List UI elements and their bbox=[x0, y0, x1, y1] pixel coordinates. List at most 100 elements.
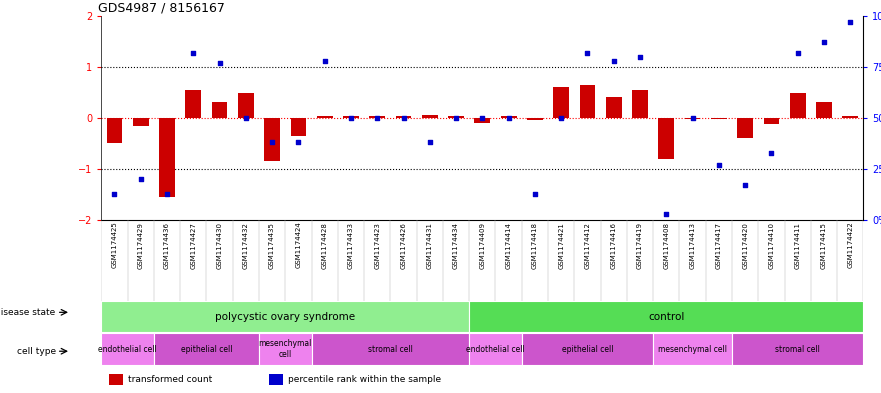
Bar bbox=[396, 116, 411, 118]
Text: endothelial cell: endothelial cell bbox=[98, 345, 157, 354]
Text: GSM1174428: GSM1174428 bbox=[322, 222, 328, 268]
Text: GSM1174436: GSM1174436 bbox=[164, 222, 170, 269]
Text: stromal cell: stromal cell bbox=[368, 345, 413, 354]
Point bbox=[423, 139, 437, 145]
Text: GSM1174434: GSM1174434 bbox=[453, 222, 459, 268]
Bar bbox=[653, 333, 732, 365]
Point bbox=[633, 53, 647, 60]
Point bbox=[738, 182, 752, 189]
Point bbox=[581, 50, 595, 56]
Bar bbox=[711, 118, 727, 119]
Text: GSM1174417: GSM1174417 bbox=[716, 222, 722, 269]
Text: GSM1174431: GSM1174431 bbox=[426, 222, 433, 269]
Point bbox=[265, 139, 279, 145]
Bar bbox=[764, 118, 780, 124]
Text: GSM1174420: GSM1174420 bbox=[742, 222, 748, 268]
Text: GSM1174423: GSM1174423 bbox=[374, 222, 381, 268]
Text: control: control bbox=[648, 312, 685, 322]
Bar bbox=[633, 90, 648, 118]
Text: GSM1174425: GSM1174425 bbox=[112, 222, 117, 268]
Bar bbox=[842, 116, 858, 118]
Text: polycystic ovary syndrome: polycystic ovary syndrome bbox=[215, 312, 355, 322]
Bar bbox=[470, 333, 522, 365]
Point bbox=[239, 115, 253, 121]
Bar bbox=[527, 118, 543, 121]
Text: GSM1174411: GSM1174411 bbox=[795, 222, 801, 269]
Bar bbox=[259, 333, 312, 365]
Point bbox=[501, 115, 515, 121]
Text: GSM1174419: GSM1174419 bbox=[637, 222, 643, 269]
Text: mesenchymal cell: mesenchymal cell bbox=[658, 345, 727, 354]
Point bbox=[790, 50, 804, 56]
Text: GSM1174433: GSM1174433 bbox=[348, 222, 354, 269]
Bar bbox=[211, 101, 227, 118]
Point bbox=[212, 60, 226, 66]
Point bbox=[554, 115, 568, 121]
Bar bbox=[185, 90, 201, 118]
Bar bbox=[269, 374, 283, 385]
Text: percentile rank within the sample: percentile rank within the sample bbox=[288, 375, 441, 384]
Text: GSM1174415: GSM1174415 bbox=[821, 222, 827, 268]
Bar bbox=[658, 118, 674, 159]
Bar bbox=[732, 333, 863, 365]
Point bbox=[659, 211, 673, 217]
Text: GSM1174418: GSM1174418 bbox=[532, 222, 538, 269]
Bar bbox=[789, 94, 805, 118]
Bar bbox=[553, 87, 569, 118]
Point bbox=[476, 115, 490, 121]
Bar bbox=[101, 301, 470, 332]
Point bbox=[134, 176, 148, 182]
Text: epithelial cell: epithelial cell bbox=[562, 345, 613, 354]
Text: GSM1174427: GSM1174427 bbox=[190, 222, 196, 268]
Text: GSM1174422: GSM1174422 bbox=[848, 222, 853, 268]
Bar bbox=[475, 118, 490, 123]
Bar bbox=[264, 118, 280, 162]
Point bbox=[528, 190, 542, 196]
Point bbox=[344, 115, 358, 121]
Point bbox=[843, 19, 857, 25]
Text: GSM1174416: GSM1174416 bbox=[611, 222, 617, 269]
Point bbox=[685, 115, 700, 121]
Point bbox=[318, 57, 332, 64]
Text: GSM1174408: GSM1174408 bbox=[663, 222, 670, 269]
Bar bbox=[448, 116, 464, 118]
Bar bbox=[312, 333, 470, 365]
Point bbox=[160, 190, 174, 196]
Bar bbox=[154, 333, 259, 365]
Bar bbox=[107, 118, 122, 143]
Bar bbox=[317, 116, 332, 118]
Text: GSM1174429: GSM1174429 bbox=[137, 222, 144, 268]
Text: disease state: disease state bbox=[0, 308, 56, 317]
Bar bbox=[606, 97, 622, 118]
Bar bbox=[159, 118, 175, 197]
Text: GSM1174430: GSM1174430 bbox=[217, 222, 223, 269]
Point bbox=[186, 50, 200, 56]
Text: cell type: cell type bbox=[17, 347, 56, 356]
Bar bbox=[522, 333, 653, 365]
Bar bbox=[500, 116, 516, 118]
Text: GSM1174421: GSM1174421 bbox=[559, 222, 564, 268]
Bar bbox=[109, 374, 122, 385]
Text: GSM1174435: GSM1174435 bbox=[269, 222, 275, 268]
Text: mesenchymal
cell: mesenchymal cell bbox=[259, 340, 312, 359]
Bar bbox=[422, 116, 438, 118]
Text: GSM1174413: GSM1174413 bbox=[690, 222, 696, 269]
Text: GSM1174409: GSM1174409 bbox=[479, 222, 485, 269]
Text: endothelial cell: endothelial cell bbox=[466, 345, 525, 354]
Point bbox=[712, 162, 726, 168]
Text: GSM1174424: GSM1174424 bbox=[295, 222, 301, 268]
Point bbox=[396, 115, 411, 121]
Text: GSM1174414: GSM1174414 bbox=[506, 222, 512, 268]
Text: transformed count: transformed count bbox=[128, 375, 212, 384]
Bar bbox=[470, 301, 863, 332]
Point bbox=[817, 39, 831, 46]
Text: stromal cell: stromal cell bbox=[775, 345, 820, 354]
Text: epithelial cell: epithelial cell bbox=[181, 345, 233, 354]
Bar bbox=[343, 116, 359, 118]
Text: GSM1174412: GSM1174412 bbox=[584, 222, 590, 268]
Bar bbox=[816, 101, 832, 118]
Point bbox=[765, 149, 779, 156]
Bar bbox=[101, 333, 154, 365]
Point bbox=[107, 190, 122, 196]
Text: GSM1174426: GSM1174426 bbox=[401, 222, 406, 268]
